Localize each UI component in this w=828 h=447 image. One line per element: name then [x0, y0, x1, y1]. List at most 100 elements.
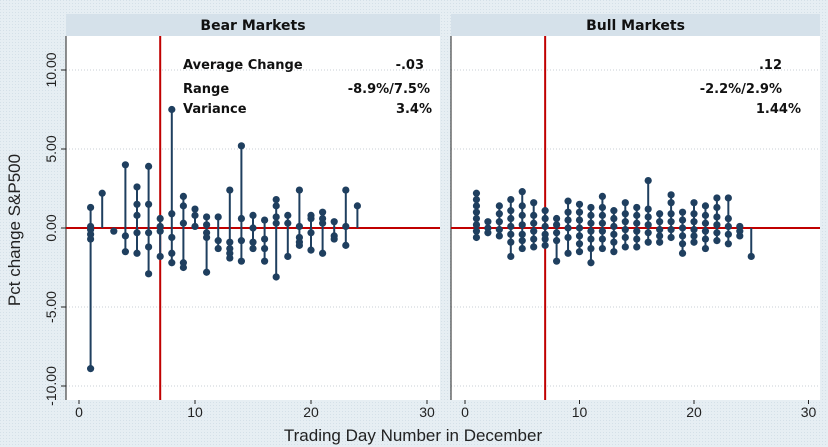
data-point [553, 257, 561, 265]
data-point [713, 237, 721, 245]
data-point [330, 218, 338, 226]
data-point [678, 240, 687, 248]
data-point [272, 195, 280, 204]
data-point [621, 199, 629, 207]
data-point [261, 216, 269, 224]
data-point [261, 244, 269, 253]
stat-value: -2.2%/2.9% [700, 82, 782, 97]
data-point [472, 221, 481, 229]
data-point [598, 244, 607, 253]
data-point [518, 244, 526, 253]
y-tick-label: 10.00 [43, 52, 59, 87]
stat-value: 3.4% [396, 102, 432, 117]
panel-bull-markets: Bull Markets 0 10 20 30 .12 -2.2%/2.9% 1.44% [450, 14, 820, 420]
data-point [237, 257, 245, 265]
data-point [621, 233, 629, 242]
data-point [295, 186, 303, 194]
data-point [530, 227, 538, 235]
data-point [179, 192, 187, 200]
data-point [667, 191, 675, 199]
data-point [168, 259, 176, 267]
data-point [724, 194, 732, 202]
data-point [644, 213, 652, 221]
data-point [261, 257, 269, 265]
data-point [713, 221, 721, 229]
data-point [541, 222, 549, 231]
data-point [518, 230, 526, 238]
data-point [633, 227, 641, 235]
data-point [121, 161, 129, 169]
y-tick-label: 5.00 [43, 135, 59, 162]
data-point [472, 195, 481, 204]
data-point [575, 216, 584, 224]
data-point [598, 192, 607, 200]
data-point [203, 221, 211, 229]
x-tick-label: 10 [572, 404, 588, 420]
stat-value: .12 [759, 58, 782, 73]
data-point [553, 214, 561, 223]
x-tick-label: 30 [419, 404, 435, 420]
data-point [598, 203, 607, 212]
data-point [610, 214, 618, 223]
data-point [621, 218, 629, 226]
data-point [133, 229, 141, 237]
data-point [495, 218, 503, 226]
data-point [168, 105, 176, 114]
data-point [564, 249, 572, 257]
data-point [736, 232, 744, 240]
data-point [307, 246, 315, 254]
data-point [598, 227, 607, 235]
data-point [587, 219, 595, 227]
panel-title: Bear Markets [200, 18, 305, 34]
data-point [214, 213, 222, 221]
data-point [575, 248, 584, 256]
data-point [587, 259, 595, 267]
data-point [307, 214, 315, 223]
data-point [203, 233, 211, 242]
data-point [656, 218, 664, 226]
data-point [98, 189, 106, 197]
data-point [284, 211, 292, 219]
data-point [237, 214, 245, 223]
data-point [701, 227, 710, 235]
data-point [518, 237, 526, 245]
data-point [587, 227, 595, 235]
data-point [272, 273, 280, 281]
panel-title: Bull Markets [586, 18, 685, 34]
data-point [249, 244, 257, 253]
data-point [272, 219, 280, 227]
data-point [472, 189, 481, 197]
x-tick-label: 0 [75, 404, 83, 420]
data-point [564, 224, 572, 232]
data-point [644, 238, 652, 246]
data-point [610, 222, 618, 231]
data-point [633, 235, 641, 243]
data-point [330, 235, 338, 243]
data-point [156, 214, 164, 223]
data-point [575, 208, 584, 216]
data-point [507, 222, 515, 231]
data-point [284, 219, 292, 227]
data-point [495, 210, 503, 218]
data-point [284, 252, 292, 261]
data-point [472, 208, 481, 216]
data-point [133, 183, 141, 191]
data-point [621, 210, 629, 218]
stat-value: -.03 [396, 58, 424, 73]
data-point [261, 235, 269, 243]
y-tick-label: -10.00 [43, 366, 59, 406]
data-point [541, 235, 549, 243]
data-point [203, 213, 211, 221]
data-point [553, 221, 561, 229]
data-point [656, 225, 664, 234]
data-point [145, 229, 153, 237]
data-point [701, 202, 710, 210]
data-point [518, 211, 526, 219]
data-point [713, 194, 721, 202]
panel-bear-markets: Bear Markets 10.00 5.00 0.00 -5.00 -10.00 0 10 2… [43, 14, 440, 420]
data-point [507, 195, 515, 204]
stat-value: 1.44% [756, 102, 801, 117]
data-point [249, 211, 257, 219]
data-point [307, 229, 315, 237]
data-point [295, 241, 303, 249]
